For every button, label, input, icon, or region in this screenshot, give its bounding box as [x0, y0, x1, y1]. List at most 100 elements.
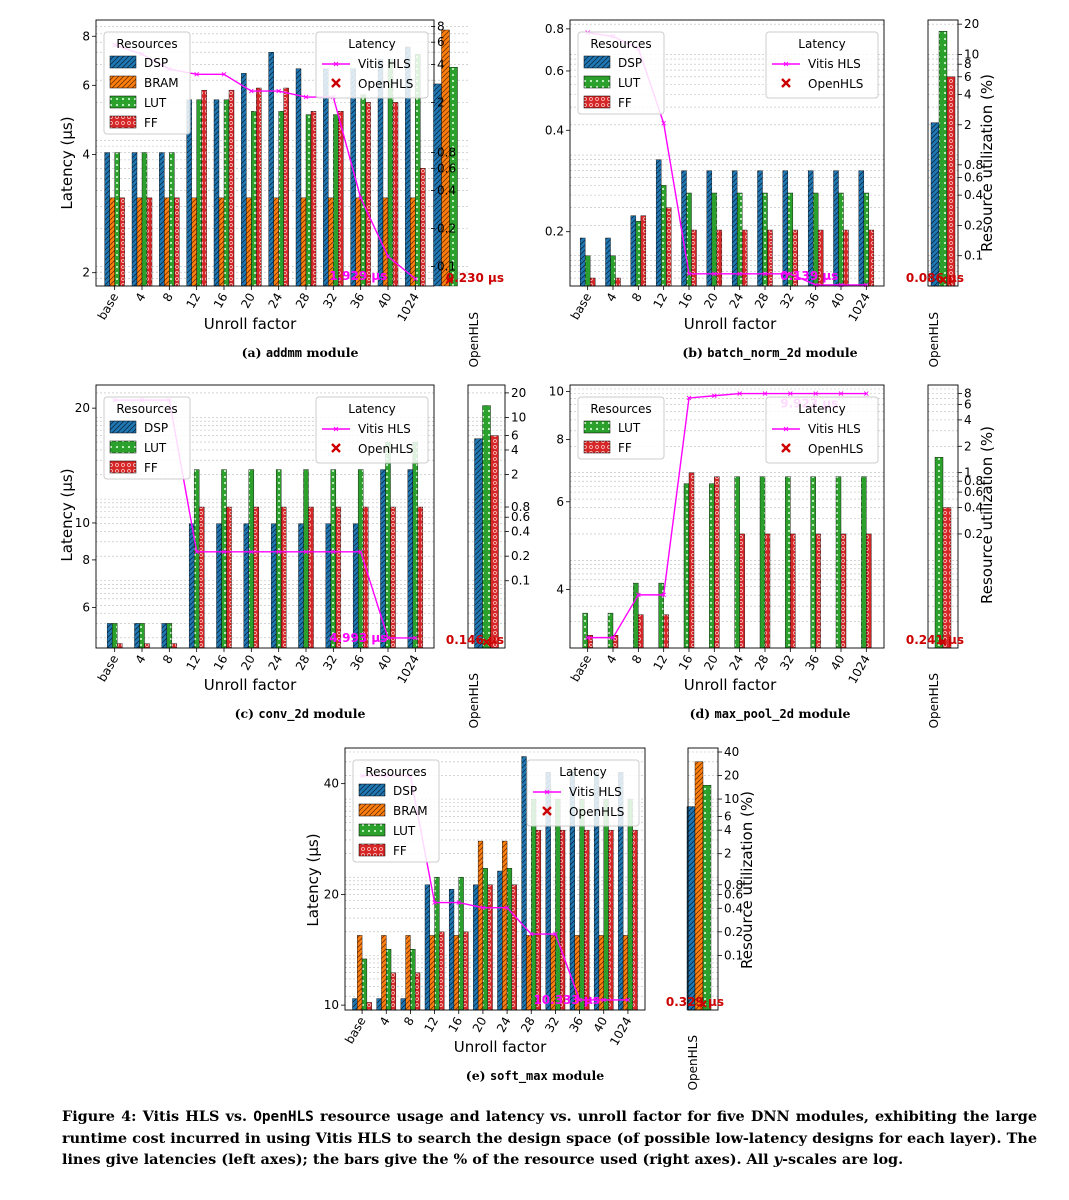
- x-tick-label: 32: [777, 653, 797, 673]
- bar-dsp: [858, 170, 865, 287]
- bar-dsp: [106, 623, 113, 649]
- bar-ff: [415, 972, 421, 1011]
- y-axis-label: Latency (µs): [58, 116, 76, 209]
- bar-dsp: [407, 469, 414, 649]
- legend-label-ff: FF: [618, 441, 632, 455]
- left-tick-label: 40: [324, 777, 339, 791]
- right-tick-label: 20: [511, 386, 526, 400]
- openhls-x-label: OpenHLS: [927, 312, 941, 367]
- bar-ff: [335, 506, 342, 649]
- legend-label-dsp: DSP: [144, 421, 168, 435]
- bar-dsp: [473, 884, 479, 1011]
- right-tick-label: 0.2: [964, 527, 983, 541]
- bar-lut: [434, 877, 440, 1011]
- x-tick-label: 4: [377, 1015, 393, 1029]
- x-tick-label: 16: [676, 653, 696, 673]
- right-tick-label: 2: [724, 847, 732, 861]
- vitis-latency-point: [762, 391, 768, 396]
- vitis-latency-point: [553, 931, 558, 937]
- legend-vitis-marker: [333, 61, 339, 67]
- legend-title: Latency: [559, 765, 606, 779]
- bar-lut: [785, 476, 791, 649]
- left-tick-label: 2: [82, 266, 90, 280]
- legend-openhls-marker: [781, 443, 791, 453]
- x-tick-label: 12: [650, 653, 670, 673]
- vitis-latency-point: [864, 391, 869, 396]
- bar-bram: [502, 840, 508, 1011]
- bar-ff: [665, 207, 672, 287]
- y-axis-label: Latency (µs): [304, 833, 322, 926]
- bar-bram: [191, 197, 197, 287]
- legend-vitis-marker: [544, 789, 550, 795]
- legend-label-dsp: DSP: [618, 56, 642, 70]
- vitis-latency-point: [331, 549, 336, 555]
- vitis-latency-point: [221, 71, 227, 77]
- bar-lut: [603, 798, 609, 1011]
- bar-dsp: [579, 237, 586, 287]
- x-tick-label: base: [568, 653, 594, 685]
- bar-dsp: [159, 152, 165, 287]
- bar-lut: [111, 623, 118, 649]
- legend-latency: Latency Vitis HLS OpenHLS: [526, 759, 640, 827]
- main-axes-frame: [95, 384, 435, 649]
- x-axis-label: Unroll factor: [684, 315, 777, 333]
- bar-dsp: [448, 889, 455, 1011]
- bar-ff: [487, 884, 493, 1011]
- vitis-latency-point: [303, 94, 309, 100]
- vitis-latency-point: [249, 88, 254, 94]
- right-tick-label: 0.8: [437, 146, 456, 160]
- bar-lut: [683, 483, 690, 649]
- openhls-bar-ff: [946, 76, 956, 287]
- bar-lut: [305, 114, 312, 287]
- x-tick-label: 8: [629, 653, 645, 667]
- bar-ff: [338, 111, 344, 287]
- bar-lut: [838, 192, 844, 287]
- openhls-bar-lut: [934, 457, 944, 649]
- legend-box: [315, 31, 429, 99]
- legend-swatch-lut: [583, 420, 611, 434]
- vitis-latency-point: [276, 549, 281, 555]
- left-tick-label: 6: [82, 601, 90, 615]
- x-tick-label: 28: [752, 653, 772, 673]
- main-axes-frame: [344, 747, 646, 1011]
- bar-dsp: [243, 523, 250, 649]
- openhls-bar-bram: [694, 761, 704, 1011]
- legend-label-openhls: OpenHLS: [569, 805, 624, 819]
- right-tick-label: 0.1: [724, 948, 743, 962]
- x-tick-label: 32: [320, 291, 340, 311]
- bar-lut: [169, 152, 175, 287]
- bar-ff: [201, 89, 207, 287]
- x-tick-label: 40: [375, 291, 395, 311]
- vitis-latency-point: [432, 900, 437, 905]
- x-tick-label: 1024: [846, 291, 873, 324]
- bar-bram: [273, 197, 279, 287]
- bar-ff: [144, 643, 150, 649]
- bar-ff: [174, 197, 180, 287]
- left-tick-label: 8: [556, 433, 564, 447]
- x-tick-label: 16: [211, 653, 231, 673]
- legend-swatch-dsp: [583, 55, 611, 69]
- bar-ff: [691, 229, 697, 287]
- bar-bram: [453, 935, 459, 1011]
- bar-ff: [535, 829, 542, 1011]
- legend-label-vitis: Vitis HLS: [358, 57, 411, 71]
- left-tick-label: 0.6: [545, 64, 564, 78]
- vitis-latency-point: [661, 120, 666, 126]
- x-tick-label: 36: [802, 653, 822, 673]
- openhls-axes-frame: [927, 384, 959, 649]
- openhls-latency-label: 0.146 µs: [446, 633, 504, 647]
- legend-label-lut: LUT: [393, 824, 416, 838]
- vitis-latency-point: [686, 271, 692, 277]
- legend-latency: Latency Vitis HLS OpenHLS: [765, 396, 879, 464]
- vitis-latency-point: [504, 905, 510, 911]
- bar-ff: [640, 215, 647, 287]
- legend-label-bram: BRAM: [393, 804, 428, 818]
- legend-label-bram: BRAM: [144, 76, 179, 90]
- bar-ff: [615, 277, 621, 287]
- legend-openhls-marker: [542, 806, 552, 816]
- vitis-latency-point: [249, 549, 254, 555]
- x-tick-label: 24: [726, 653, 746, 673]
- legend-title: Latency: [348, 37, 395, 51]
- right-tick-label: 0.2: [437, 221, 456, 235]
